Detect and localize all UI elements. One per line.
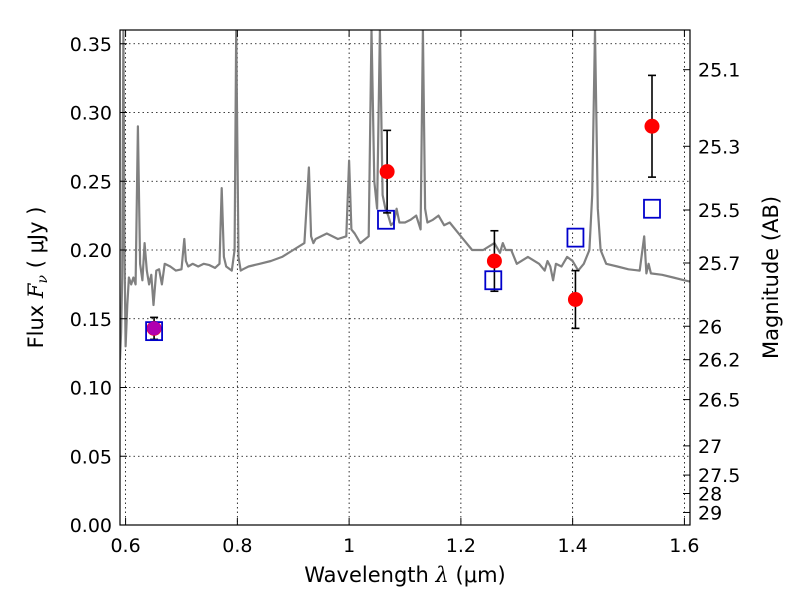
y2-axis-label: Magnitude (AB): [759, 196, 783, 359]
model-square-marker: [484, 270, 503, 291]
y2-tick-label: 28: [698, 484, 722, 506]
x-tick-label: 1.4: [558, 535, 588, 557]
photometry-point: [644, 118, 660, 134]
model-square-marker: [377, 209, 395, 230]
axis-ticks: 0.6 0.8 1 1.2 1.4 1.6 0.00 0.05 0.10 0.15 0.20 0.25…: [70, 30, 740, 557]
y-tick-label: 0.15: [70, 309, 112, 331]
y2-tick-label: 26.2: [698, 350, 740, 372]
y2-tick-label: 25.7: [698, 253, 740, 275]
y-tick-label: 0.10: [70, 378, 112, 400]
photometry-point: [486, 253, 502, 269]
y-axis-label: Flux Fν ( μJy ): [24, 207, 51, 349]
y2-tick-label: 27: [698, 436, 722, 458]
y-tick-label: 0.30: [70, 103, 112, 125]
x-tick-label: 1: [343, 535, 355, 557]
x-tick-label: 1.6: [669, 535, 699, 557]
y2-tick-label: 27.5: [698, 465, 740, 487]
x-tick-label: 0.8: [222, 535, 252, 557]
grid-lines: [120, 30, 690, 526]
y-tick-label: 0.05: [70, 446, 112, 468]
y-tick-label: 0.25: [70, 171, 112, 193]
model-square-marker: [566, 227, 585, 248]
photometry-point: [567, 292, 583, 307]
purple-point: [147, 321, 162, 336]
y-tick-label: 0.00: [70, 515, 112, 537]
axes-frame: [119, 29, 691, 526]
y2-tick-label: 25.3: [698, 136, 740, 158]
plot-area: [120, 30, 690, 361]
y-tick-label: 0.35: [70, 34, 112, 56]
model-square-marker: [643, 198, 661, 219]
y2-tick-label: 26: [698, 316, 722, 338]
y2-tick-label: 29: [698, 502, 722, 524]
spectrum-line: [120, 30, 690, 361]
photometry-point: [379, 164, 395, 180]
x-tick-label: 0.6: [110, 535, 140, 557]
x-tick-label: 1.2: [446, 535, 476, 557]
y-tick-label: 0.20: [70, 240, 112, 262]
y2-tick-label: 26.5: [698, 390, 740, 412]
y2-tick-label: 25.5: [698, 200, 740, 222]
y2-tick-label: 25.1: [698, 60, 740, 82]
x-axis-label: Wavelength λ (μm): [304, 563, 505, 587]
